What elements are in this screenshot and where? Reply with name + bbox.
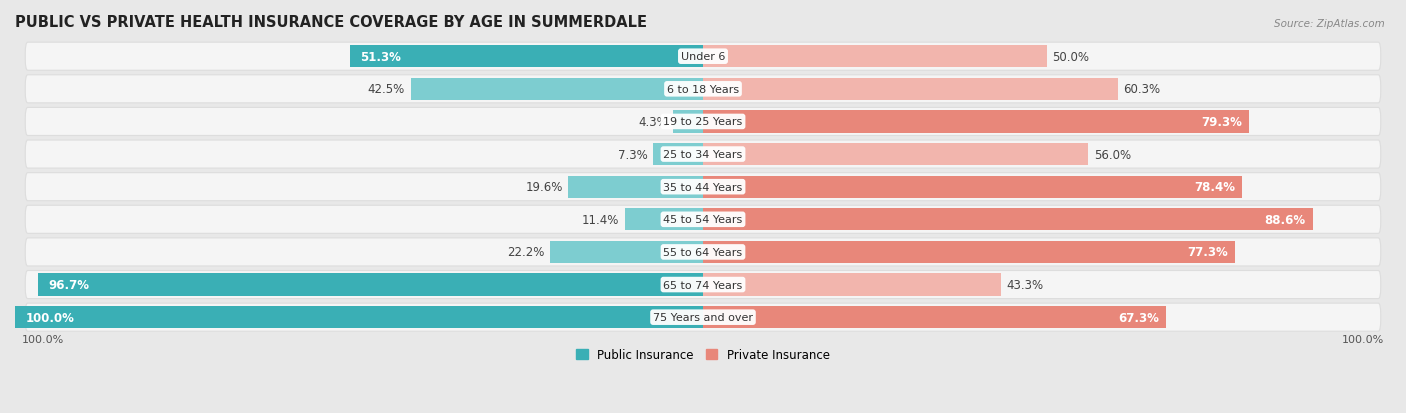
Bar (703, 144, 1088, 166)
FancyBboxPatch shape (25, 238, 1381, 266)
Text: 19 to 25 Years: 19 to 25 Years (664, 117, 742, 127)
Text: 75 Years and over: 75 Years and over (652, 312, 754, 323)
Bar (703, 111, 1249, 133)
Text: 79.3%: 79.3% (1201, 116, 1241, 128)
Bar (15, 306, 703, 328)
Text: 43.3%: 43.3% (1007, 278, 1043, 291)
Bar (673, 111, 703, 133)
Bar (624, 209, 703, 231)
Text: PUBLIC VS PRIVATE HEALTH INSURANCE COVERAGE BY AGE IN SUMMERDALE: PUBLIC VS PRIVATE HEALTH INSURANCE COVER… (15, 15, 647, 30)
Text: 6 to 18 Years: 6 to 18 Years (666, 85, 740, 95)
Bar (38, 274, 703, 296)
Bar (703, 241, 1234, 263)
Text: 100.0%: 100.0% (1341, 335, 1384, 344)
Text: 100.0%: 100.0% (25, 311, 75, 324)
Bar (703, 274, 1001, 296)
Text: 50.0%: 50.0% (1053, 50, 1090, 64)
Text: 67.3%: 67.3% (1118, 311, 1159, 324)
Text: 19.6%: 19.6% (526, 181, 562, 194)
Bar (703, 46, 1047, 68)
Text: 4.3%: 4.3% (638, 116, 668, 128)
Text: 42.5%: 42.5% (368, 83, 405, 96)
Text: 96.7%: 96.7% (48, 278, 89, 291)
FancyBboxPatch shape (25, 206, 1381, 234)
Bar (703, 78, 1118, 101)
Text: 60.3%: 60.3% (1123, 83, 1160, 96)
Text: 78.4%: 78.4% (1195, 181, 1236, 194)
FancyBboxPatch shape (25, 43, 1381, 71)
Bar (652, 144, 703, 166)
Bar (550, 241, 703, 263)
Text: 22.2%: 22.2% (508, 246, 544, 259)
Bar (568, 176, 703, 198)
FancyBboxPatch shape (25, 108, 1381, 136)
Bar (703, 176, 1243, 198)
Text: 55 to 64 Years: 55 to 64 Years (664, 247, 742, 257)
Bar (703, 209, 1313, 231)
FancyBboxPatch shape (25, 304, 1381, 331)
Bar (411, 78, 703, 101)
Legend: Public Insurance, Private Insurance: Public Insurance, Private Insurance (571, 344, 835, 366)
Bar (350, 46, 703, 68)
Text: 35 to 44 Years: 35 to 44 Years (664, 182, 742, 192)
Text: 100.0%: 100.0% (22, 335, 65, 344)
FancyBboxPatch shape (25, 173, 1381, 201)
Bar (703, 306, 1166, 328)
Text: 7.3%: 7.3% (617, 148, 647, 161)
FancyBboxPatch shape (25, 271, 1381, 299)
Text: 25 to 34 Years: 25 to 34 Years (664, 150, 742, 160)
Text: 45 to 54 Years: 45 to 54 Years (664, 215, 742, 225)
Text: 11.4%: 11.4% (582, 213, 619, 226)
Text: 51.3%: 51.3% (360, 50, 401, 64)
Text: 65 to 74 Years: 65 to 74 Years (664, 280, 742, 290)
FancyBboxPatch shape (25, 141, 1381, 169)
Text: Under 6: Under 6 (681, 52, 725, 62)
FancyBboxPatch shape (25, 76, 1381, 104)
Text: Source: ZipAtlas.com: Source: ZipAtlas.com (1274, 19, 1385, 28)
Text: 88.6%: 88.6% (1264, 213, 1306, 226)
Text: 56.0%: 56.0% (1094, 148, 1130, 161)
Text: 77.3%: 77.3% (1187, 246, 1227, 259)
